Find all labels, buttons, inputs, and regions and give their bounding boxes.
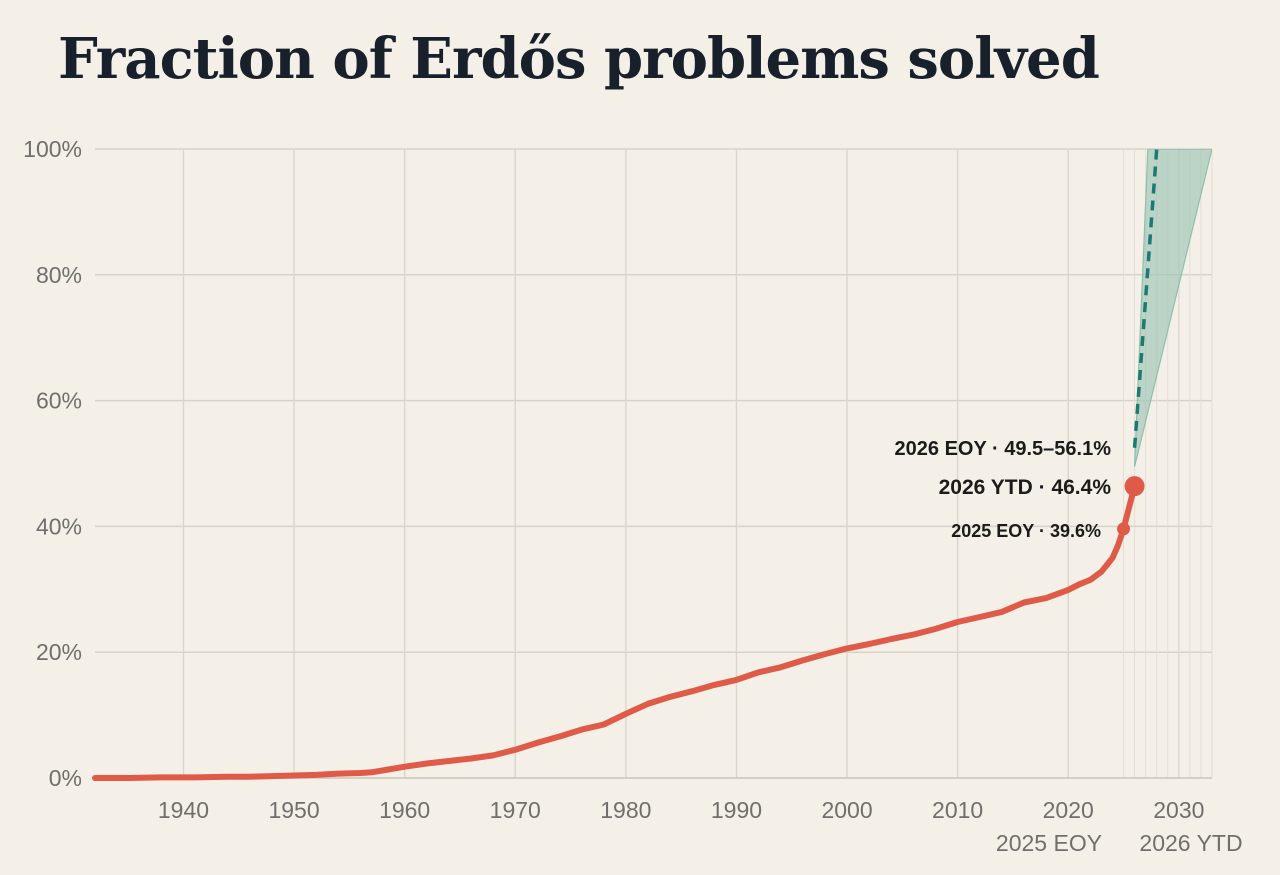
x-tick-label: 1980 [600, 797, 651, 823]
annotation-2025-eoy: 2025 EOY · 39.6% [951, 521, 1101, 541]
y-tick-label: 40% [36, 513, 82, 539]
y-tick-label: 80% [36, 262, 82, 288]
chart-title: Fraction of Erdős problems solved [58, 26, 1100, 92]
projection-band [1133, 149, 1212, 467]
y-tick-label: 100% [23, 136, 82, 162]
grid-lines [95, 148, 1213, 779]
x-tick-label: 1940 [158, 797, 209, 823]
x-tick-label: 1960 [379, 797, 430, 823]
annotation-2026-ytd: 2026 YTD · 46.4% [939, 476, 1112, 499]
series-line [92, 483, 1138, 781]
x-tick-label: 2010 [932, 797, 983, 823]
x-tick-label: 2020 [1043, 797, 1094, 823]
point-2026-ytd [1124, 476, 1145, 497]
x-tick-label: 1990 [711, 797, 762, 823]
x-secondary-label: 2026 YTD [1139, 830, 1242, 856]
x-tick-label: 2000 [821, 797, 872, 823]
x-tick-label: 1950 [268, 797, 319, 823]
y-tick-label: 0% [49, 765, 82, 791]
y-tick-label: 60% [36, 388, 82, 414]
point-2025-eoy [1117, 522, 1131, 536]
x-tick-label: 1970 [490, 797, 541, 823]
x-tick-label: 2030 [1153, 797, 1204, 823]
y-tick-label: 20% [36, 639, 82, 665]
x-secondary-label: 2025 EOY [996, 830, 1102, 856]
annotation-2026-eoy: 2026 EOY · 49.5–56.1% [895, 438, 1112, 460]
